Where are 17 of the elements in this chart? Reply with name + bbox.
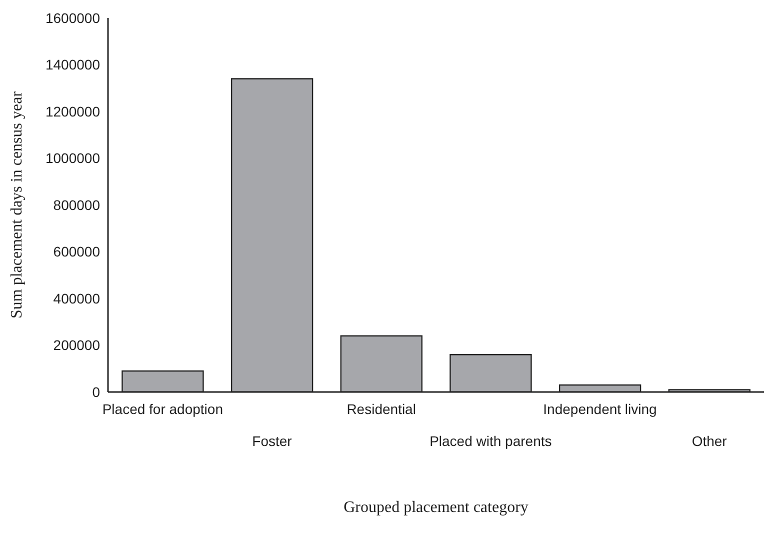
y-tick-label: 600000 xyxy=(53,244,100,260)
y-tick-label: 200000 xyxy=(53,337,100,354)
x-tick-label: Independent living xyxy=(543,401,657,417)
x-tick-label: Placed for adoption xyxy=(102,401,223,417)
y-tick-label: 1600000 xyxy=(45,10,100,26)
y-tick-label: 0 xyxy=(92,384,100,400)
x-axis-title: Grouped placement category xyxy=(344,499,528,516)
y-tick-label: 400000 xyxy=(53,290,100,306)
y-tick-label: 1200000 xyxy=(45,103,100,120)
y-tick-label: 800000 xyxy=(53,196,100,213)
x-tick-label: Foster xyxy=(252,433,292,449)
x-tick-label: Other xyxy=(692,433,728,449)
x-tick-label: Residential xyxy=(346,401,416,417)
y-tick-label: 1400000 xyxy=(45,56,100,73)
y-tick-label: 1000000 xyxy=(45,150,100,166)
x-tick-label: Placed with parents xyxy=(430,433,552,449)
y-axis-title: Sum placement days in census year xyxy=(8,90,26,319)
